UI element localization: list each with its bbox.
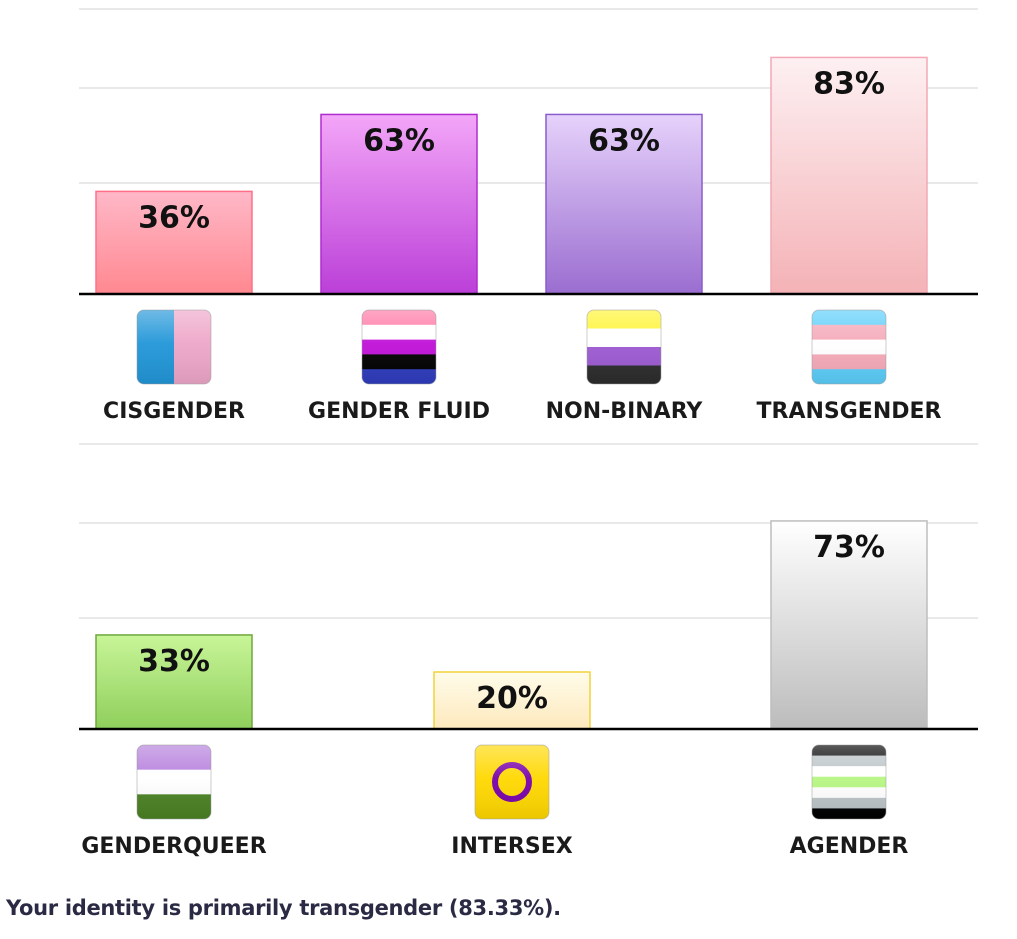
- chart-panel-2: 33% 20% 73% GENDERQUEER INTERSEX AGENDER: [79, 443, 978, 859]
- bar-gender-fluid: [320, 113, 478, 295]
- bar-transgender: [770, 56, 928, 295]
- tick-label-transgender: TRANSGENDER: [757, 399, 942, 424]
- tick-label-gender-fluid: GENDER FLUID: [308, 399, 490, 424]
- bar-genderqueer: [95, 634, 253, 730]
- result-summary: Your identity is primarily transgender (…: [6, 896, 561, 920]
- agender-flag-icon: [811, 744, 887, 820]
- gender-identity-chart: 36% 63% 63% 83% CISGENDER GENDER FLUID NON-BIN…: [79, 8, 978, 859]
- data-label-transgender: 83%: [813, 66, 885, 101]
- bar-intersex: [433, 671, 591, 730]
- data-label-genderqueer: 33%: [138, 644, 210, 679]
- intersex-flag-icon: [474, 744, 550, 820]
- transgender-flag-icon: [811, 309, 887, 385]
- tick-label-agender: AGENDER: [790, 834, 909, 859]
- data-label-non-binary: 63%: [588, 123, 660, 158]
- cisgender-flag-icon: [136, 309, 212, 385]
- gender-fluid-flag-icon: [361, 309, 437, 385]
- data-label-intersex: 20%: [476, 681, 548, 716]
- genderqueer-flag-icon: [136, 744, 212, 820]
- non-binary-flag-icon: [586, 309, 662, 385]
- data-label-gender-fluid: 63%: [363, 123, 435, 158]
- bar-agender: [770, 520, 928, 730]
- tick-label-non-binary: NON-BINARY: [546, 399, 704, 424]
- tick-label-genderqueer: GENDERQUEER: [81, 834, 266, 859]
- bar-cisgender: [95, 190, 253, 295]
- tick-label-intersex: INTERSEX: [451, 834, 572, 859]
- chart-panel-1: 36% 63% 63% 83% CISGENDER GENDER FLUID NON-BIN…: [79, 8, 978, 424]
- bar-non-binary: [545, 113, 703, 295]
- data-label-cisgender: 36%: [138, 200, 210, 235]
- tick-label-cisgender: CISGENDER: [103, 399, 245, 424]
- data-label-agender: 73%: [813, 530, 885, 565]
